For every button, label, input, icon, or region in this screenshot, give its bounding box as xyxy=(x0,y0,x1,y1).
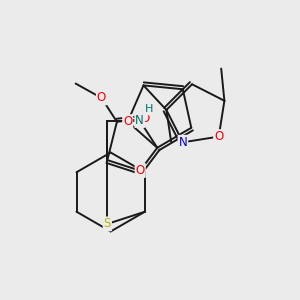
Text: O: O xyxy=(214,130,223,143)
Text: O: O xyxy=(136,164,145,177)
Text: O: O xyxy=(123,115,132,128)
Text: N: N xyxy=(135,114,144,127)
Text: O: O xyxy=(97,92,106,104)
Text: O: O xyxy=(140,112,150,125)
Text: H: H xyxy=(145,104,153,115)
Text: N: N xyxy=(178,136,187,149)
Text: S: S xyxy=(103,218,111,230)
